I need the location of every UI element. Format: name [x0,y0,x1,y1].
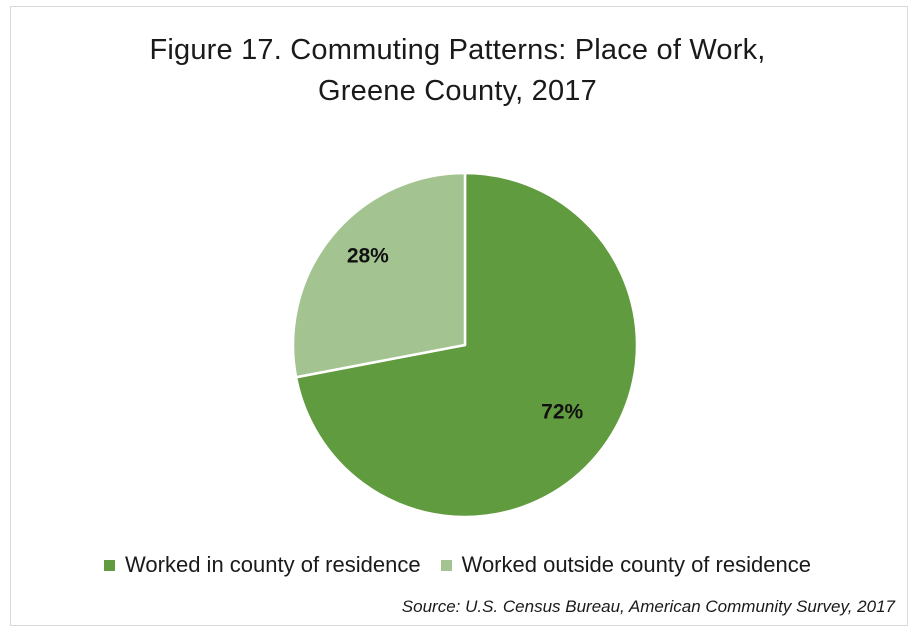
legend: Worked in county of residence Worked out… [0,552,915,578]
source-note: Source: U.S. Census Bureau, American Com… [401,597,895,616]
chart-title-line-1: Figure 17. Commuting Patterns: Place of … [149,34,766,66]
pie-data-labels: 72% 28% [347,245,584,424]
pie-slice-worked-in-county [294,171,639,519]
legend-item-worked-outside-county: Worked outside county of residence [440,552,811,578]
data-label-worked-outside-county: 28% [347,245,389,268]
legend-item-worked-in-county: Worked in county of residence [104,552,421,578]
data-label-worked-in-county: 72% [541,401,583,424]
chart-title: Figure 17. Commuting Patterns: Place of … [0,30,915,112]
legend-label-worked-in-county: Worked in county of residence [125,552,421,577]
legend-swatch-worked-in-county [104,559,116,571]
pie-slices [291,171,639,519]
chart-title-line-2: Greene County, 2017 [318,75,597,107]
legend-swatch-worked-outside-county [440,559,452,571]
legend-label-worked-outside-county: Worked outside county of residence [461,552,811,577]
pie-slice-worked-outside-county [291,171,467,379]
